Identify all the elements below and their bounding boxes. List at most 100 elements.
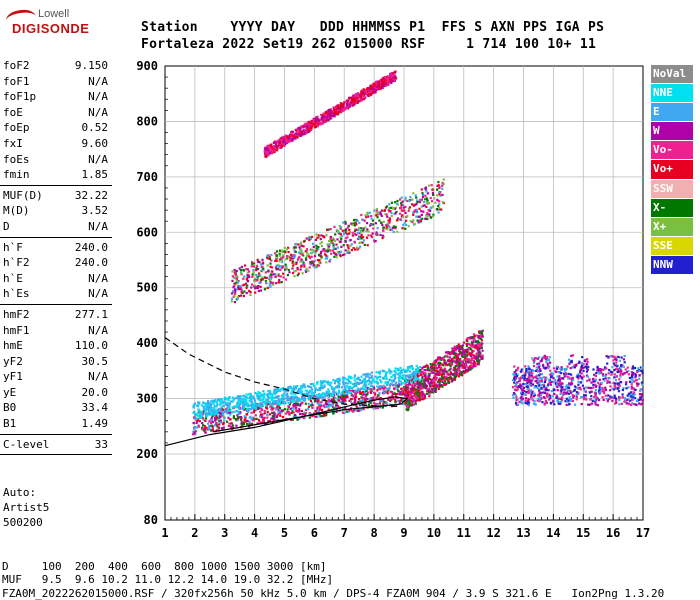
echo-point <box>421 377 424 380</box>
echo-point <box>404 196 407 199</box>
echo-point <box>389 397 392 400</box>
echo-point <box>442 372 445 375</box>
echo-point <box>211 409 214 412</box>
echo-point <box>372 227 375 230</box>
echo-point <box>266 150 269 154</box>
echo-point <box>336 105 339 108</box>
echo-point <box>294 246 297 249</box>
echo-point <box>399 375 402 378</box>
echo-point <box>322 115 326 118</box>
echo-point <box>390 214 393 217</box>
echo-point <box>374 393 377 396</box>
echo-point <box>472 349 475 352</box>
echo-point <box>354 395 358 398</box>
echo-point <box>248 420 251 423</box>
echo-point <box>339 400 342 403</box>
echo-point <box>623 361 626 364</box>
echo-point <box>339 240 342 243</box>
echo-point <box>437 384 440 387</box>
echo-point <box>436 188 439 191</box>
echo-point <box>318 236 321 239</box>
y-tick-label: 900 <box>136 59 158 73</box>
param-separator <box>0 433 112 435</box>
echo-point <box>243 408 246 412</box>
echo-point <box>376 406 380 410</box>
echo-point <box>224 409 227 412</box>
echo-point <box>446 373 449 376</box>
echo-point <box>346 233 349 236</box>
echo-point <box>268 257 271 261</box>
echo-point <box>405 387 408 390</box>
echo-point <box>289 398 292 402</box>
echo-point <box>365 390 368 393</box>
echo-point <box>292 407 295 410</box>
echo-point <box>582 398 586 401</box>
echo-point <box>563 388 566 391</box>
echo-point <box>240 290 243 293</box>
echo-point <box>247 279 250 283</box>
echo-point <box>345 389 348 392</box>
echo-point <box>270 408 273 411</box>
echo-point <box>323 118 326 121</box>
echo-point <box>386 222 389 225</box>
echo-point <box>339 397 343 400</box>
echo-point <box>359 245 362 248</box>
echo-point <box>237 399 240 402</box>
echo-point <box>462 371 466 374</box>
echo-point <box>337 391 340 394</box>
echo-point <box>365 216 368 219</box>
echo-point <box>293 246 296 249</box>
echo-point <box>461 364 464 367</box>
digisonde-logo: Lowell DIGISONDE <box>4 6 89 40</box>
echo-point <box>335 379 339 382</box>
echo-point <box>333 225 336 228</box>
echo-point <box>204 407 207 410</box>
echo-point <box>300 390 303 393</box>
echo-point <box>284 143 287 146</box>
echo-point <box>291 407 294 410</box>
echo-point <box>260 407 263 410</box>
echo-point <box>324 405 328 408</box>
param-label: yF2 <box>3 354 23 368</box>
echo-point <box>327 403 330 406</box>
x-tick-label: 2 <box>191 526 198 540</box>
echo-point <box>271 394 274 397</box>
echo-point <box>310 235 314 238</box>
echo-point <box>390 376 393 379</box>
echo-point <box>364 388 367 391</box>
echo-point <box>279 137 282 140</box>
echo-point <box>395 381 398 384</box>
echo-point <box>421 367 424 371</box>
echo-point <box>360 396 363 399</box>
echo-point <box>412 213 415 216</box>
echo-point <box>386 79 389 82</box>
echo-point <box>214 409 217 412</box>
echo-point <box>311 406 314 409</box>
echo-point <box>610 373 613 376</box>
echo-point <box>344 220 347 223</box>
echo-point <box>407 209 410 212</box>
echo-point <box>430 184 433 187</box>
echo-point <box>306 389 309 392</box>
param-value: N/A <box>88 370 108 384</box>
echo-point <box>333 382 337 385</box>
echo-point <box>308 385 311 388</box>
echo-point <box>266 286 269 289</box>
echo-point <box>401 403 404 406</box>
echo-point <box>389 372 392 375</box>
echo-point <box>480 334 483 338</box>
echo-point <box>335 228 338 231</box>
echo-point <box>252 419 255 422</box>
echo-point <box>233 301 236 304</box>
echo-point <box>471 351 474 354</box>
echo-point <box>385 402 388 405</box>
echo-point <box>283 389 286 392</box>
echo-point <box>366 244 369 247</box>
echo-point <box>273 411 276 414</box>
echo-point <box>334 391 337 394</box>
echo-point <box>279 249 282 252</box>
echo-point <box>262 397 265 401</box>
y-tick-label: 500 <box>136 281 158 295</box>
echo-point <box>312 245 315 248</box>
echo-point <box>289 396 292 399</box>
